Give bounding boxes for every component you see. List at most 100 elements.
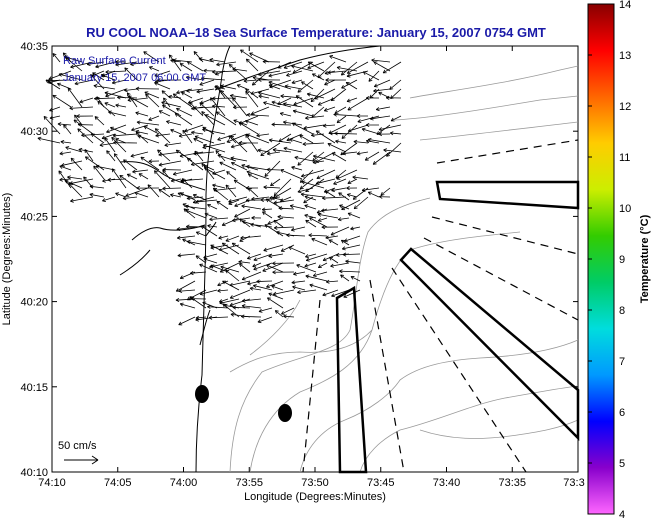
colorbar-tick-label: 8 xyxy=(619,305,625,317)
current-vector xyxy=(202,128,226,135)
colorbar-tick-label: 13 xyxy=(619,50,631,62)
current-vector xyxy=(241,298,262,303)
sector-southeast xyxy=(399,247,580,442)
current-vector xyxy=(307,61,325,72)
current-vector xyxy=(266,167,281,172)
current-vector xyxy=(336,169,358,180)
current-vector xyxy=(230,135,248,153)
current-vector xyxy=(299,178,314,190)
current-vector xyxy=(189,101,204,117)
current-vector xyxy=(195,231,207,237)
current-vector xyxy=(148,115,160,121)
current-vector xyxy=(251,215,262,220)
current-vector xyxy=(271,196,284,201)
y-tick-label: 40:25 xyxy=(20,211,48,223)
current-vector xyxy=(340,274,350,282)
current-vector xyxy=(245,134,259,153)
current-vector xyxy=(345,81,358,90)
current-vector xyxy=(177,235,196,240)
current-vector xyxy=(203,143,226,153)
current-vector xyxy=(390,115,402,122)
current-vector xyxy=(350,226,361,231)
current-vector xyxy=(257,148,270,153)
current-vector xyxy=(313,271,328,278)
current-vector xyxy=(293,97,314,106)
inset-line-2: January 15, 2007 06:00 GMT xyxy=(63,72,206,84)
current-vector xyxy=(105,69,127,74)
current-vector xyxy=(245,90,259,108)
current-vector xyxy=(315,178,336,185)
current-vector xyxy=(305,253,317,259)
current-vector xyxy=(233,179,248,189)
current-vector xyxy=(274,310,284,318)
current-vector xyxy=(357,115,380,123)
current-vector xyxy=(137,134,160,144)
current-vector xyxy=(342,252,361,257)
current-vector xyxy=(334,131,358,136)
current-vector xyxy=(283,146,303,153)
current-vector xyxy=(189,296,207,309)
current-vector xyxy=(247,253,262,260)
current-vector xyxy=(107,177,127,182)
current-vector xyxy=(335,139,347,144)
current-vector xyxy=(199,102,215,117)
current-vector xyxy=(262,262,284,272)
current-vector xyxy=(172,169,193,176)
buoy-marker xyxy=(278,404,292,422)
x-tick-label: 74:00 xyxy=(170,477,198,489)
current-vector xyxy=(273,219,284,228)
bathymetry-contours xyxy=(229,65,579,473)
current-vector xyxy=(253,284,273,291)
current-vector xyxy=(216,61,237,67)
sector-east xyxy=(435,180,580,210)
current-vector xyxy=(64,179,83,189)
current-vector xyxy=(209,57,226,63)
current-vector xyxy=(258,91,281,99)
current-vector xyxy=(347,97,369,111)
current-vector xyxy=(59,151,72,156)
current-vector xyxy=(130,61,149,67)
x-tick-label: 73:3 xyxy=(563,477,584,489)
current-vector xyxy=(154,70,171,78)
current-vector xyxy=(302,141,325,147)
beam-dashed xyxy=(436,139,579,164)
current-vector xyxy=(126,173,138,180)
current-vector xyxy=(299,135,314,144)
current-vector xyxy=(185,75,204,81)
current-vector xyxy=(60,140,72,145)
current-vector xyxy=(317,217,328,222)
current-vector xyxy=(268,292,284,300)
current-vector xyxy=(347,124,369,133)
current-vector xyxy=(111,136,127,153)
current-vector xyxy=(246,164,270,171)
beam-dashed xyxy=(423,237,579,321)
contour-line xyxy=(419,121,579,141)
current-vector xyxy=(272,289,295,296)
current-vector xyxy=(312,154,336,162)
current-vector xyxy=(155,133,171,138)
current-vector xyxy=(331,289,350,298)
current-vector xyxy=(290,226,306,232)
current-vector xyxy=(149,66,160,72)
x-tick-label: 73:55 xyxy=(235,477,263,489)
current-vector xyxy=(273,199,295,205)
current-vector xyxy=(170,178,182,183)
current-vector xyxy=(194,150,204,162)
current-vector xyxy=(347,178,358,185)
current-vector xyxy=(268,138,292,144)
colorbar-tick-label: 11 xyxy=(619,152,630,164)
coastline-sandy-hook xyxy=(205,221,217,237)
current-vector xyxy=(143,125,160,135)
current-vector xyxy=(43,116,61,135)
current-vector xyxy=(293,271,306,276)
current-vector xyxy=(284,84,303,90)
beam-dashed xyxy=(391,267,527,473)
current-vector xyxy=(271,122,292,127)
current-vector xyxy=(342,151,358,156)
current-vector xyxy=(162,186,182,191)
current-vector xyxy=(231,161,248,171)
current-vector xyxy=(79,97,94,104)
current-vector xyxy=(203,257,218,264)
current-vector xyxy=(207,304,229,309)
